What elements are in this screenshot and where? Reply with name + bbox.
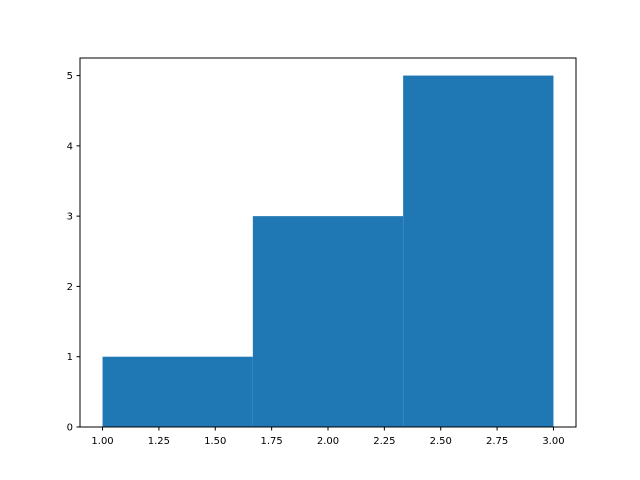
histogram-bar [403,75,554,428]
y-tick-label: 4 [67,141,73,152]
x-tick-label: 3.00 [542,436,564,447]
x-tick-label: 1.50 [204,436,226,447]
x-axis-ticks: 1.00 1.25 1.50 1.75 2.00 2.25 2.50 2.75 3.00 [91,427,565,447]
y-tick-label: 1 [67,352,73,363]
y-tick-label: 3 [67,212,73,223]
x-tick-label: 2.75 [486,436,508,447]
histogram-bar [252,216,404,427]
x-tick-label: 2.00 [317,436,339,447]
y-axis-ticks: 0 1 2 3 4 5 [67,71,80,434]
x-tick-label: 2.25 [373,436,395,447]
axes-frame [79,57,577,428]
y-tick-label: 5 [67,71,73,82]
x-tick-label: 1.00 [91,436,113,447]
x-tick-label: 2.50 [430,436,452,447]
x-tick-label: 1.75 [261,436,283,447]
y-tick-label: 0 [67,423,73,434]
histogram-bar [102,356,253,427]
x-tick-label: 1.25 [148,436,170,447]
y-tick-label: 2 [67,282,73,293]
bars-group [102,75,554,428]
